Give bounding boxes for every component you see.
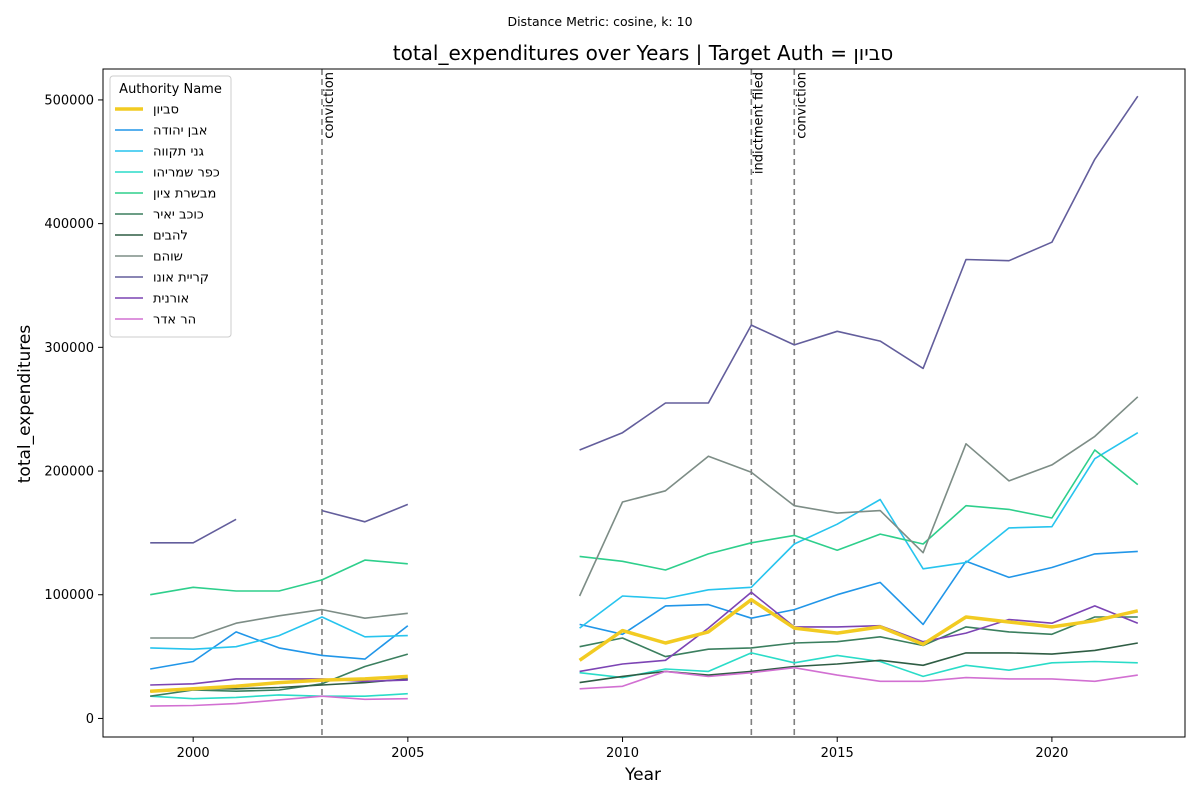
plot-area: conviction indictment filed conviction 2000… — [44, 68, 1186, 761]
legend-entry: להבים — [153, 229, 188, 244]
legend-title: Authority Name — [119, 82, 222, 97]
series-line — [150, 550, 1138, 670]
series-line — [150, 449, 1139, 596]
series-line — [150, 396, 1139, 639]
series-line — [150, 95, 1139, 544]
x-tick-label: 2015 — [821, 746, 854, 761]
chart-title: total_expenditures over Years | Target A… — [393, 41, 894, 65]
series-line — [150, 666, 1138, 707]
legend: Authority Name סביון אבן יהודה גני תקווה כפר… — [109, 75, 232, 338]
legend-entry: מבשרת ציון — [153, 187, 216, 202]
series-line — [150, 591, 1139, 686]
series-line — [150, 597, 1139, 693]
y-tick-label: 200000 — [44, 465, 94, 480]
x-axis-label: Year — [624, 765, 661, 785]
legend-entry: שוהם — [153, 250, 183, 265]
y-axis-label: total_expenditures — [15, 325, 35, 484]
x-tick-label: 2000 — [177, 746, 210, 761]
x-tick-label: 2005 — [391, 746, 424, 761]
y-tick-label: 0 — [86, 712, 94, 727]
y-tick-label: 400000 — [44, 217, 94, 232]
y-tick-label: 500000 — [44, 93, 94, 108]
legend-entry: הר אדר — [153, 313, 196, 328]
legend-entry: כפר שמריהו — [153, 166, 220, 181]
series-line — [150, 652, 1138, 700]
chart-suptitle: Distance Metric: cosine, k: 10 — [507, 14, 692, 29]
legend-entry: גני תקווה — [153, 145, 204, 160]
legend-entry: סביון — [153, 103, 179, 118]
event-label: indictment filed — [751, 72, 766, 174]
legend-box — [109, 75, 232, 338]
legend-entry: אורנית — [153, 292, 189, 307]
legend-entry: כוכב יאיר — [153, 208, 204, 223]
series-line — [150, 616, 1138, 697]
x-tick-label: 2020 — [1035, 746, 1068, 761]
series-line — [150, 642, 1138, 692]
axes-frame — [102, 68, 1186, 738]
y-tick-label: 100000 — [44, 588, 94, 603]
event-label: conviction — [322, 72, 337, 139]
legend-entry: אבן יהודה — [153, 124, 207, 139]
y-tick-label: 300000 — [44, 341, 94, 356]
x-tick-label: 2010 — [606, 746, 639, 761]
legend-entry: קריית אונו — [153, 271, 209, 286]
event-label: conviction — [794, 72, 809, 139]
